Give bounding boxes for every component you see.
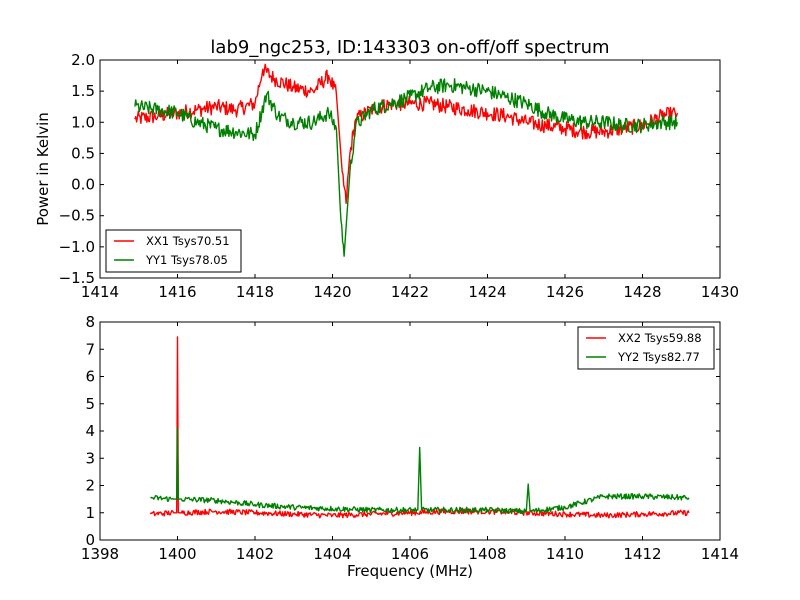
x-tick-label: 1428 — [623, 283, 661, 301]
x-tick-label: 1404 — [313, 545, 351, 563]
x-tick-label: 1406 — [391, 545, 429, 563]
y-tick-label: 2.0 — [71, 51, 95, 69]
x-tick-label: 1400 — [158, 545, 196, 563]
y-tick-label: 2 — [85, 477, 95, 495]
figure-title: lab9_ngc253, ID:143303 on-off/off spectr… — [210, 37, 609, 58]
x-tick-label: 1412 — [623, 545, 661, 563]
y-tick-label: 3 — [85, 449, 95, 467]
bottom-legend-box — [577, 326, 715, 370]
x-tick-label: 1414 — [701, 545, 739, 563]
x-tick-label: 1410 — [546, 545, 584, 563]
y-tick-label: 0 — [85, 531, 95, 549]
bottom-ticks: 1398 1400 1402 1404 1406 1408 1410 1412 1414 0 1 2 3… — [81, 313, 739, 563]
y-tick-label: −0.5 — [59, 207, 95, 225]
x-tick-label: 1420 — [313, 283, 351, 301]
bottom-legend-label-yy2: YY2 Tsys82.77 — [617, 350, 700, 364]
top-ticks: 1414 1416 1418 1420 1422 1424 1426 1428 1430 −1.5… — [59, 51, 740, 301]
bottom-series-layer — [149, 336, 690, 519]
x-tick-label: 1426 — [546, 283, 584, 301]
x-tick-label: 1398 — [81, 545, 119, 563]
top-legend-label-xx1: XX1 Tsys70.51 — [146, 234, 230, 248]
series-line-yy2 — [150, 427, 690, 515]
series-line-xx2 — [149, 336, 690, 519]
x-tick-label: 1416 — [158, 283, 196, 301]
x-tick-label: 1430 — [701, 283, 739, 301]
top-subplot: 1414 1416 1418 1420 1422 1424 1426 1428 1430 −1.5… — [34, 51, 739, 301]
top-y-axis-label: Power in Kelvin — [34, 112, 52, 226]
y-tick-label: 5 — [85, 395, 95, 413]
top-series-layer — [134, 63, 679, 257]
y-tick-label: 8 — [85, 313, 95, 331]
top-legend-box — [105, 229, 242, 273]
series-line-yy1 — [134, 78, 679, 257]
x-tick-label: 1408 — [468, 545, 506, 563]
y-tick-label: 7 — [85, 340, 95, 358]
y-tick-label: 0.5 — [71, 144, 95, 162]
y-tick-label: 1.5 — [71, 82, 95, 100]
series-line-xx1 — [134, 63, 679, 205]
top-legend: XX1 Tsys70.51 YY1 Tsys78.05 — [105, 229, 242, 273]
y-tick-label: 4 — [85, 422, 95, 440]
x-tick-label: 1402 — [236, 545, 274, 563]
y-tick-label: 1.0 — [71, 113, 95, 131]
top-legend-label-yy1: YY1 Tsys78.05 — [145, 253, 228, 267]
bottom-subplot: 1398 1400 1402 1404 1406 1408 1410 1412 1414 0 1 2 3… — [81, 313, 739, 580]
x-tick-label: 1424 — [468, 283, 506, 301]
y-tick-label: −1.5 — [59, 269, 95, 287]
x-tick-label: 1418 — [236, 283, 274, 301]
bottom-legend: XX2 Tsys59.88 YY2 Tsys82.77 — [577, 326, 715, 370]
x-tick-label: 1422 — [391, 283, 429, 301]
bottom-legend-label-xx2: XX2 Tsys59.88 — [618, 331, 702, 345]
x-tick-label: 1414 — [81, 283, 119, 301]
y-tick-label: 0.0 — [71, 176, 95, 194]
y-tick-label: 1 — [85, 504, 95, 522]
y-tick-label: −1.0 — [59, 238, 95, 256]
bottom-x-axis-label: Frequency (MHz) — [347, 562, 473, 580]
y-tick-label: 6 — [85, 368, 95, 386]
